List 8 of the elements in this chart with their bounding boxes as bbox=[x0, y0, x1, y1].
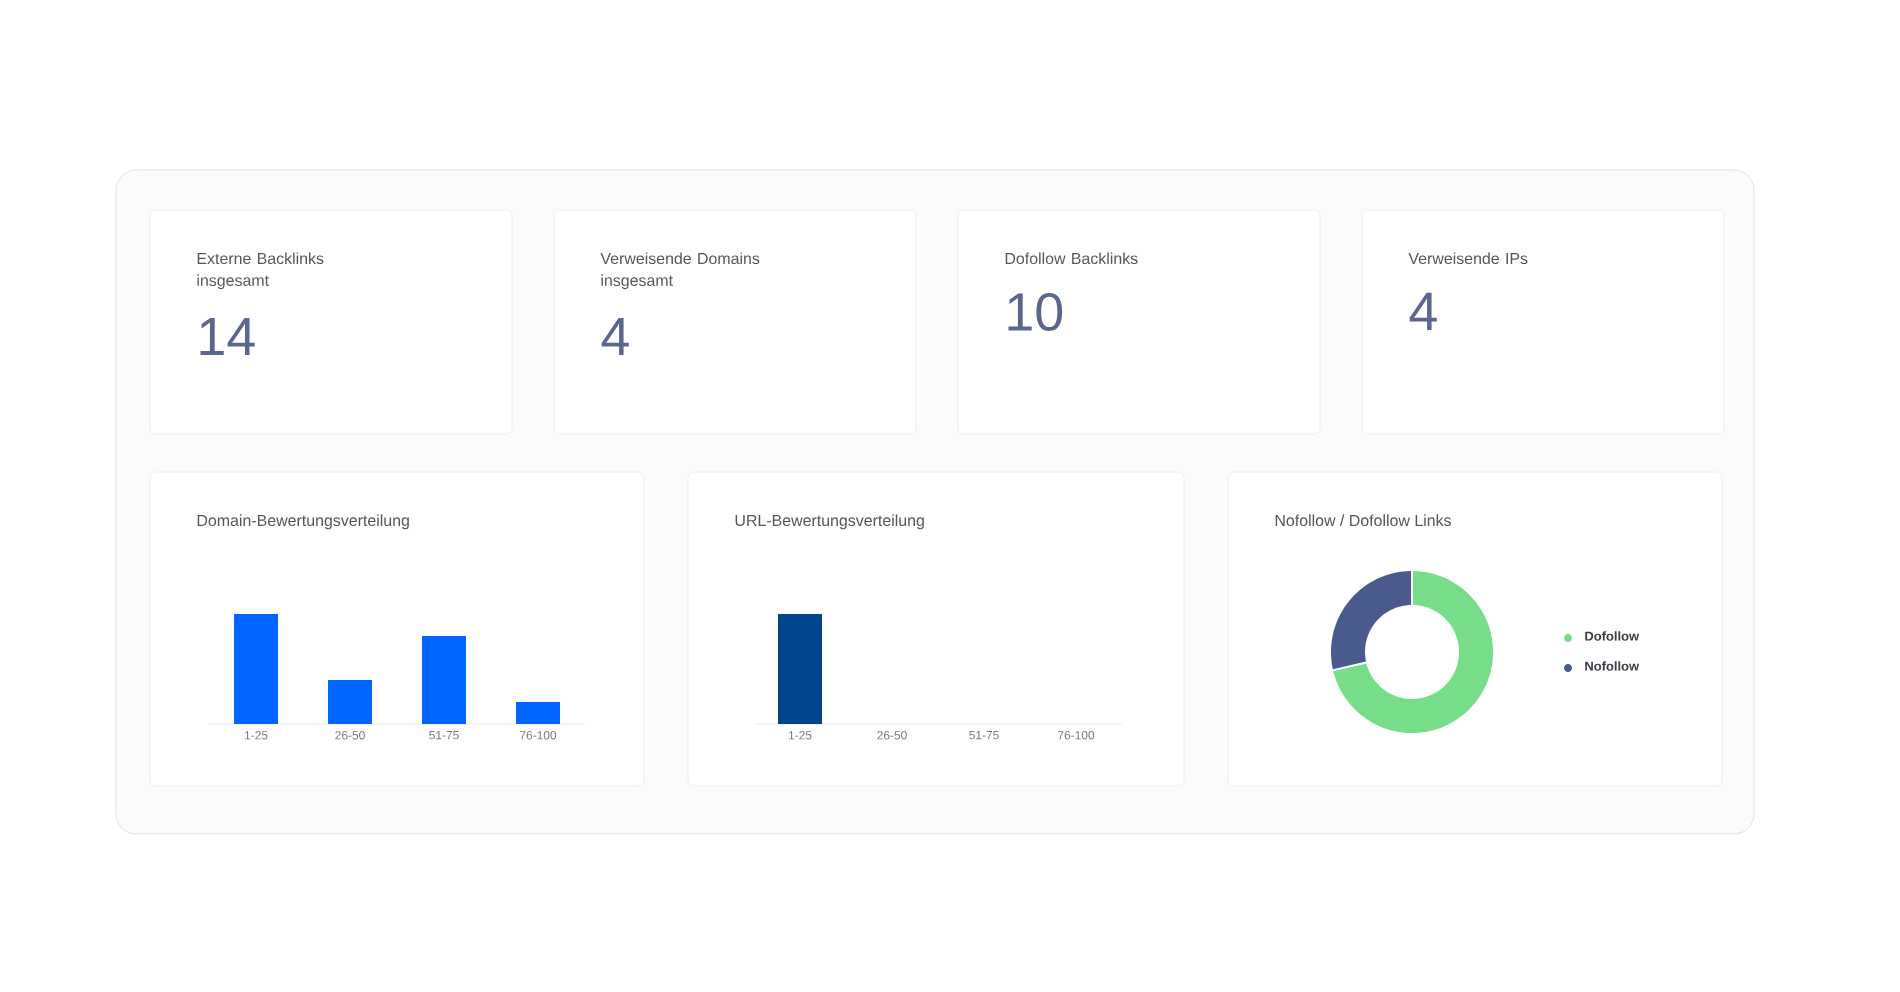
text: 14 bbox=[200, 317, 255, 355]
bar bbox=[234, 613, 279, 724]
text: 4 bbox=[601, 317, 629, 355]
bar bbox=[328, 679, 373, 724]
text: 4 bbox=[1409, 292, 1437, 330]
bar bbox=[422, 635, 467, 724]
bar bbox=[516, 701, 561, 724]
text: 10 bbox=[1008, 292, 1063, 331]
